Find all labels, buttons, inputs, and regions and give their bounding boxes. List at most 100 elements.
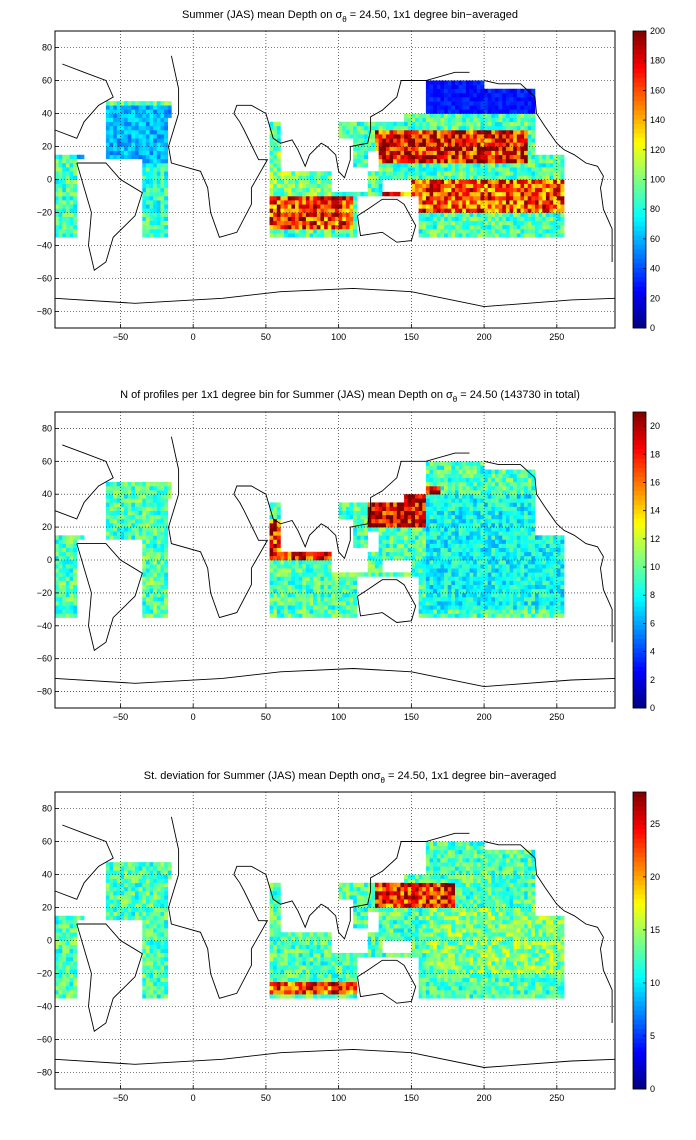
- heatmap-cell: [295, 208, 299, 213]
- heatmap-cell: [120, 109, 125, 114]
- heatmap-cell: [164, 212, 169, 217]
- heatmap-cell: [520, 514, 525, 520]
- heatmap-cell: [127, 481, 132, 487]
- heatmap-cell: [360, 154, 365, 160]
- heatmap-cell: [513, 224, 518, 230]
- heatmap-cell: [542, 187, 547, 193]
- heatmap-cell: [433, 146, 438, 151]
- heatmap-cell: [451, 601, 456, 606]
- heatmap-cell: [429, 158, 434, 164]
- heatmap-cell: [298, 187, 303, 193]
- heatmap-cell: [458, 142, 463, 147]
- heatmap-cell: [273, 171, 278, 176]
- heatmap-cell: [313, 560, 318, 565]
- heatmap-cell: [462, 113, 467, 118]
- heatmap-cell: [480, 229, 485, 234]
- heatmap-cell: [160, 113, 165, 118]
- heatmap-cell: [447, 163, 452, 168]
- heatmap-cell: [269, 523, 274, 528]
- heatmap-cell: [105, 117, 110, 123]
- heatmap-cell: [58, 547, 63, 553]
- heatmap-cell: [164, 105, 169, 110]
- heatmap-cell: [422, 179, 427, 184]
- heatmap-cell: [447, 229, 452, 234]
- heatmap-cell: [353, 212, 358, 217]
- heatmap-cell: [458, 518, 463, 524]
- heatmap-cell: [476, 146, 481, 151]
- heatmap-cell: [142, 125, 147, 131]
- heatmap-cell: [55, 539, 59, 544]
- heatmap-cell: [298, 204, 303, 209]
- heatmap-cell: [131, 486, 136, 491]
- heatmap-cell: [55, 605, 59, 610]
- heatmap-cell: [487, 486, 492, 491]
- heatmap-cell: [440, 523, 445, 528]
- heatmap-cell: [422, 154, 427, 160]
- heatmap-cell: [531, 212, 536, 217]
- heatmap-cell: [527, 605, 532, 610]
- heatmap-cell: [498, 580, 503, 585]
- heatmap-cell: [422, 204, 427, 209]
- heatmap-cell: [440, 506, 445, 511]
- heatmap-cell: [338, 191, 343, 197]
- heatmap-cell: [295, 229, 299, 234]
- heatmap-cell: [495, 101, 499, 106]
- heatmap-cell: [505, 498, 510, 503]
- heatmap-cell: [69, 560, 74, 565]
- heatmap-cell: [509, 117, 514, 123]
- heatmap-cell: [142, 233, 147, 238]
- heatmap-cell: [505, 601, 510, 606]
- heatmap-cell: [455, 204, 459, 209]
- heatmap-cell: [349, 220, 354, 226]
- heatmap-cell: [527, 142, 532, 147]
- heatmap-cell: [145, 125, 150, 131]
- heatmap-cell: [273, 609, 278, 614]
- heatmap-cell: [476, 588, 481, 594]
- heatmap-cell: [411, 551, 416, 557]
- heatmap-cell: [320, 572, 325, 577]
- heatmap-cell: [269, 514, 274, 520]
- heatmap-cell: [505, 572, 510, 577]
- heatmap-cell: [487, 117, 492, 123]
- heatmap-cell: [145, 121, 150, 127]
- heatmap-cell: [164, 200, 169, 205]
- heatmap-cell: [469, 580, 474, 585]
- heatmap-cell: [142, 196, 147, 201]
- heatmap-cell: [425, 506, 430, 511]
- heatmap-cell: [324, 200, 329, 205]
- heatmap-cell: [425, 150, 430, 156]
- heatmap-cell: [447, 465, 452, 470]
- heatmap-cell: [342, 130, 347, 135]
- heatmap-cell: [451, 490, 456, 495]
- heatmap-cell: [469, 138, 474, 143]
- heatmap-cell: [484, 183, 489, 189]
- colorbar-segment: [633, 198, 646, 204]
- heatmap-cell: [302, 588, 307, 594]
- heatmap-cell: [269, 229, 274, 234]
- heatmap-cell: [425, 208, 430, 213]
- heatmap-cell: [422, 163, 427, 168]
- heatmap-cell: [418, 584, 423, 590]
- heatmap-cell: [531, 224, 536, 230]
- heatmap-cell: [513, 109, 518, 114]
- heatmap-cell: [309, 216, 314, 222]
- heatmap-cell: [447, 477, 452, 483]
- heatmap-cell: [55, 208, 59, 213]
- heatmap-cell: [545, 216, 550, 222]
- heatmap-cell: [436, 605, 441, 610]
- heatmap-cell: [484, 163, 489, 168]
- heatmap-cell: [462, 564, 467, 569]
- heatmap-cell: [465, 510, 470, 516]
- heatmap-cell: [447, 146, 452, 151]
- heatmap-cell: [385, 146, 390, 151]
- heatmap-cell: [356, 130, 361, 135]
- heatmap-cell: [327, 187, 332, 193]
- heatmap-cell: [418, 167, 423, 172]
- heatmap-cell: [509, 502, 514, 507]
- heatmap-cell: [469, 601, 474, 606]
- heatmap-cell: [160, 535, 165, 540]
- heatmap-cell: [404, 158, 409, 164]
- heatmap-cell: [542, 183, 547, 189]
- heatmap-cell: [116, 506, 121, 511]
- heatmap-cell: [269, 175, 274, 180]
